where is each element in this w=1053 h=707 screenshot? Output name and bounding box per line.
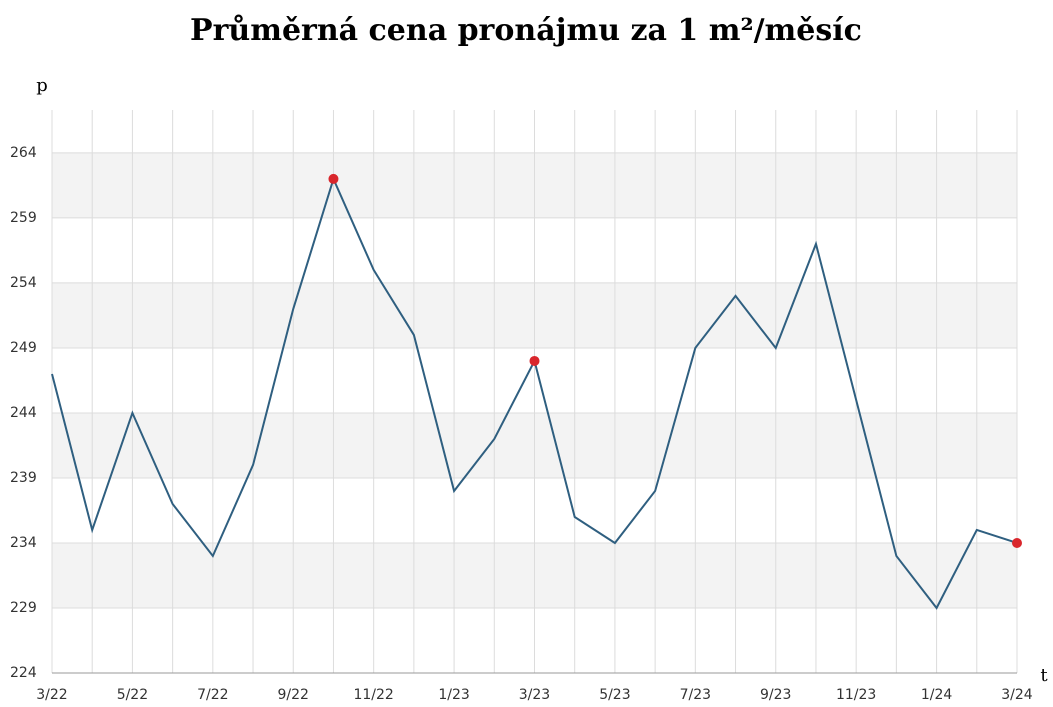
- x-tick-label: 11/22: [353, 687, 393, 703]
- y-tick-label: 259: [10, 210, 37, 226]
- x-tick-label: 3/23: [519, 687, 550, 703]
- x-tick-label: 7/22: [197, 687, 228, 703]
- x-tick-label: 5/22: [117, 687, 148, 703]
- y-tick-label: 234: [10, 535, 37, 551]
- x-tick-label: 11/23: [836, 687, 876, 703]
- y-tick-label: 224: [10, 665, 37, 681]
- y-tick-label: 229: [10, 600, 37, 616]
- y-tick-label: 244: [10, 405, 37, 421]
- x-tick-label: 7/23: [680, 687, 711, 703]
- x-tick-label: 5/23: [599, 687, 630, 703]
- highlight-point: [1012, 537, 1022, 548]
- x-tick-label: 9/22: [278, 687, 309, 703]
- x-tick-label: 1/24: [921, 687, 953, 703]
- x-axis-label: t: [1040, 665, 1048, 686]
- y-tick-label: 239: [10, 470, 37, 486]
- chart-title: Průměrná cena pronájmu za 1 m²/měsíc: [190, 13, 862, 48]
- y-tick-label: 264: [10, 145, 37, 161]
- x-tick-label: 9/23: [760, 687, 791, 703]
- x-tick-label: 3/24: [1001, 687, 1033, 703]
- x-tick-label: 3/22: [36, 687, 67, 703]
- y-tick-label: 249: [10, 340, 37, 356]
- y-tick-label: 254: [10, 275, 37, 291]
- highlight-point: [529, 355, 540, 366]
- x-tick-label: 1/23: [438, 687, 469, 703]
- highlight-point: [328, 173, 339, 184]
- y-axis-label: p: [36, 75, 48, 96]
